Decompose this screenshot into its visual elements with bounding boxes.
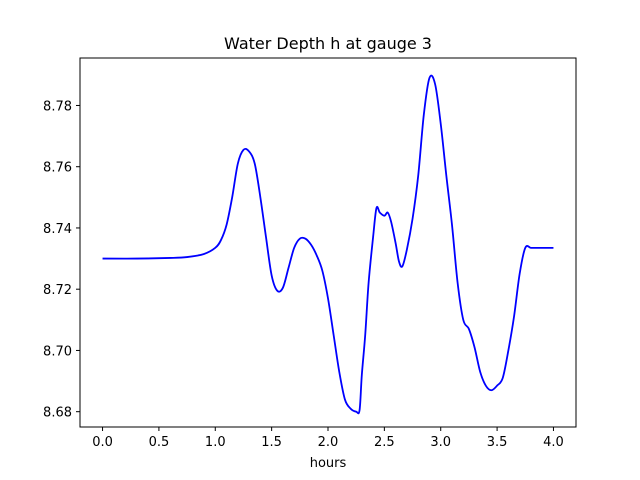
y-tick-label: 8.70 bbox=[43, 344, 72, 359]
series-layer bbox=[102, 74, 554, 415]
x-tick-label: 2.0 bbox=[318, 435, 339, 450]
chart-title: Water Depth h at gauge 3 bbox=[224, 34, 432, 53]
x-tick-label: 1.5 bbox=[261, 435, 282, 450]
x-tick-label: 3.0 bbox=[430, 435, 451, 450]
y-tick-label: 8.78 bbox=[43, 99, 72, 114]
y-tick-label: 8.72 bbox=[43, 283, 72, 298]
y-tick-label: 8.76 bbox=[43, 161, 72, 176]
x-tick-label: 2.5 bbox=[374, 435, 395, 450]
y-axis-ticks: 8.68 8.70 8.72 8.74 8.76 8.78 bbox=[43, 99, 80, 421]
x-tick-label: 4.0 bbox=[543, 435, 564, 450]
x-tick-label: 0.0 bbox=[92, 435, 113, 450]
x-axis-ticks: 0.0 0.5 1.0 1.5 2.0 2.5 3.0 3.5 4.0 bbox=[92, 427, 564, 450]
x-axis-title: hours bbox=[310, 456, 347, 471]
x-tick-label: 3.5 bbox=[487, 435, 508, 450]
y-tick-label: 8.74 bbox=[43, 222, 72, 237]
x-tick-label: 1.0 bbox=[205, 435, 226, 450]
series-line-0 bbox=[102, 74, 554, 415]
y-tick-label: 8.68 bbox=[43, 406, 72, 421]
x-tick-label: 0.5 bbox=[149, 435, 170, 450]
